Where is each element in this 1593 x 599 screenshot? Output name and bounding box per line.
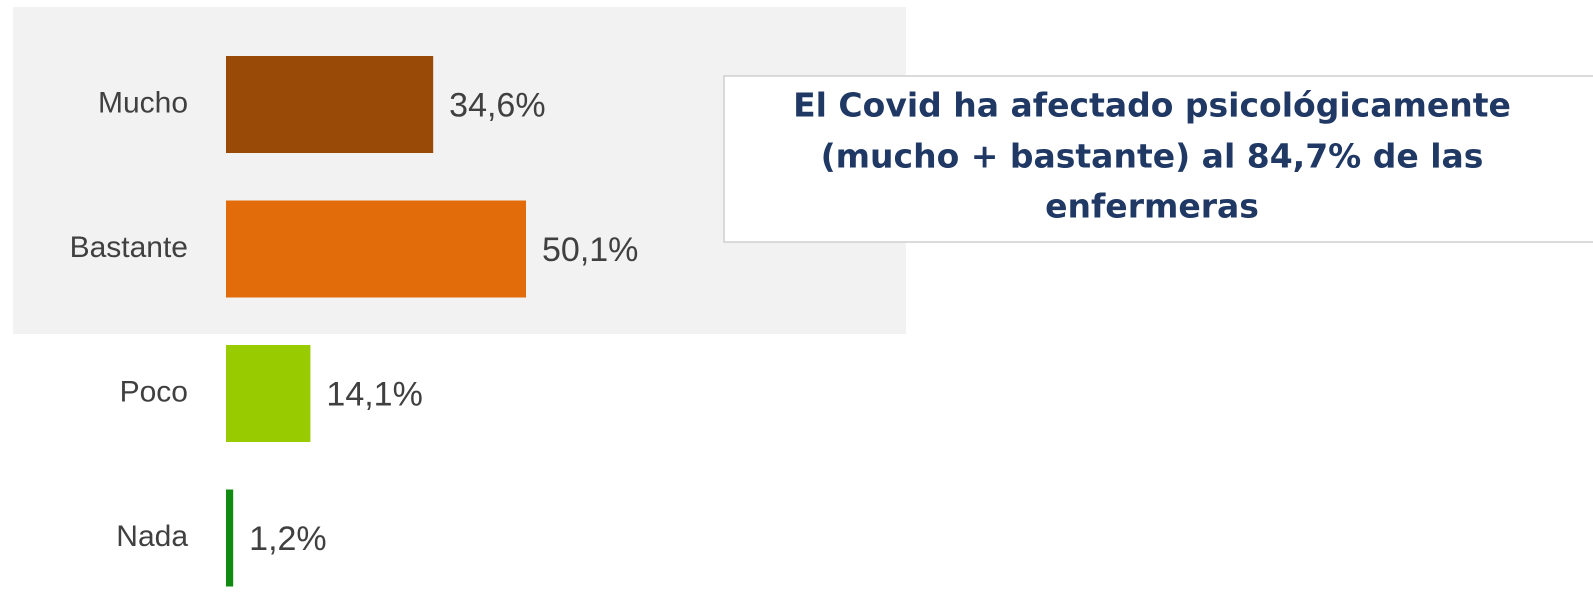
value-label: 14,1%: [326, 375, 422, 413]
value-label: 34,6%: [449, 86, 545, 124]
category-label: Poco: [120, 375, 188, 408]
value-label: 50,1%: [542, 231, 638, 269]
bar: [226, 200, 526, 298]
bar: [226, 345, 311, 442]
annotation-line: enfermeras: [1045, 187, 1259, 226]
annotation-line: (mucho + bastante) al 84,7% de las: [821, 137, 1484, 176]
category-label: Mucho: [98, 86, 188, 119]
bar: [226, 489, 234, 587]
annotation-box: [723, 75, 1593, 243]
bars: Mucho 34,6% Bastante 50,1% Poco 14,1% Nada 1,2%: [70, 56, 638, 587]
category-label: Bastante: [70, 231, 188, 264]
category-label: Nada: [116, 520, 188, 553]
bar: [226, 56, 434, 153]
annotation-line: El Covid ha afectado psicológicamente: [793, 86, 1511, 125]
value-label: 1,2%: [249, 520, 326, 558]
